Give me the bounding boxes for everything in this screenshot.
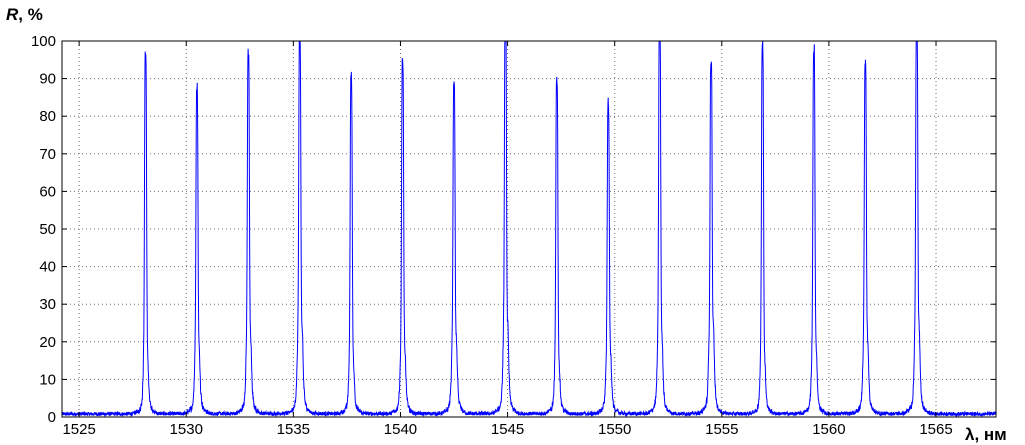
x-tick-label: 1530 — [170, 421, 203, 438]
x-tick-label: 1550 — [598, 421, 631, 438]
peak-point — [351, 93, 352, 94]
peak-point — [505, 42, 506, 43]
y-tick-label: 100 — [31, 33, 56, 50]
peak-point — [813, 67, 814, 68]
peak-point — [145, 71, 146, 72]
x-axis-title: λ, нм — [965, 425, 1007, 444]
x-tick-label: 1525 — [62, 421, 95, 438]
peak-point — [196, 108, 197, 109]
grid — [62, 41, 996, 417]
y-axis-title: R, % — [6, 5, 43, 24]
peak-point — [402, 82, 403, 83]
y-tick-label: 10 — [39, 371, 56, 388]
peak-point — [865, 86, 866, 87]
x-tick-label: 1545 — [491, 421, 524, 438]
peak-point — [299, 59, 300, 60]
plot-area — [61, 40, 997, 418]
y-tick-label: 90 — [39, 71, 56, 88]
peak-point — [762, 59, 763, 60]
x-axis-ticks: 1525 1530 1535 1540 1545 1550 1555 1560 1565 — [62, 41, 953, 438]
x-tick-label: 1560 — [812, 421, 845, 438]
y-tick-label: 70 — [39, 146, 56, 163]
x-tick-label: 1540 — [384, 421, 417, 438]
reflectance-series — [61, 40, 997, 418]
peak-point — [556, 97, 557, 98]
y-tick-label: 30 — [39, 296, 56, 313]
peak-point — [608, 123, 609, 124]
y-tick-label: 20 — [39, 334, 56, 351]
y-tick-label: 40 — [39, 259, 56, 276]
x-tick-label: 1555 — [705, 421, 738, 438]
x-tick-label: 1565 — [919, 421, 952, 438]
y-axis-ticks: 0 10 20 30 40 50 60 70 80 90 100 — [31, 33, 996, 426]
y-tick-label: 50 — [39, 221, 56, 238]
y-tick-label: 80 — [39, 108, 56, 125]
peak-point — [711, 86, 712, 87]
peak-point — [248, 78, 249, 79]
y-tick-label: 0 — [48, 409, 56, 426]
peak-point — [454, 104, 455, 105]
y-tick-label: 60 — [39, 183, 56, 200]
x-tick-label: 1535 — [277, 421, 310, 438]
